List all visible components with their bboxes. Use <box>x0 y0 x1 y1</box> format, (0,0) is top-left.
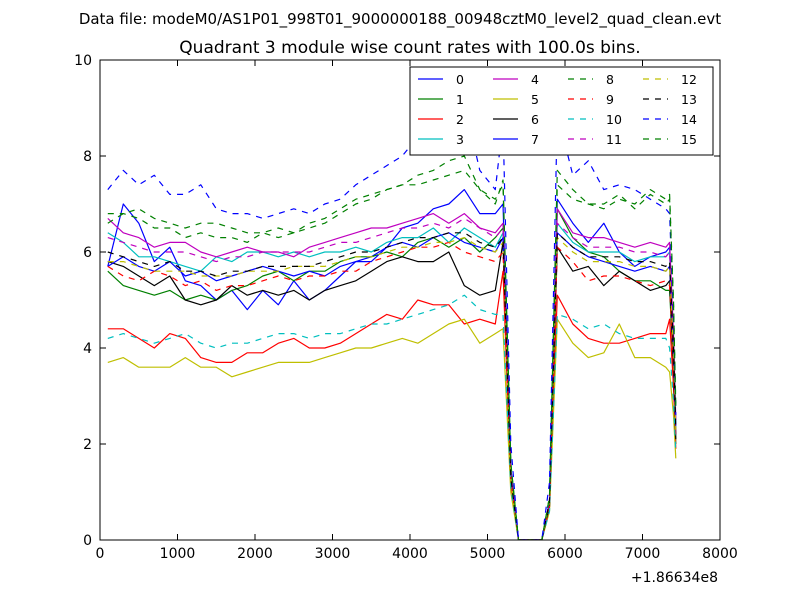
legend-label-2: 2 <box>456 112 464 127</box>
legend-label-7: 7 <box>531 132 539 147</box>
x-tick-label: 4000 <box>392 546 428 562</box>
x-tick-label: 6000 <box>547 546 583 562</box>
legend-label-11: 11 <box>606 132 622 147</box>
x-tick-label: 7000 <box>625 546 661 562</box>
legend-label-13: 13 <box>681 92 697 107</box>
legend-label-14: 14 <box>681 112 697 127</box>
legend-label-12: 12 <box>681 72 697 87</box>
y-tick-label: 2 <box>83 437 92 453</box>
series-line-15 <box>107 155 677 540</box>
legend-label-5: 5 <box>531 92 539 107</box>
legend-box <box>409 66 714 156</box>
legend-label-15: 15 <box>681 132 697 147</box>
x-tick-label: 0 <box>96 546 105 562</box>
legend-label-3: 3 <box>456 132 464 147</box>
y-tick-label: 4 <box>83 341 92 357</box>
legend-label-10: 10 <box>606 112 622 127</box>
chart-title: Quadrant 3 module wise count rates with … <box>179 38 640 58</box>
series-line-12 <box>107 237 677 540</box>
series-line-9 <box>107 241 677 540</box>
y-tick-label: 0 <box>83 533 92 549</box>
x-tick-label: 5000 <box>470 546 506 562</box>
legend-label-4: 4 <box>531 72 539 87</box>
legend-label-0: 0 <box>456 72 464 87</box>
series-line-8 <box>107 169 677 540</box>
series-line-2 <box>107 270 677 540</box>
x-tick-label: 8000 <box>702 546 738 562</box>
series-line-5 <box>107 318 677 540</box>
series-line-7 <box>107 232 677 540</box>
x-tick-label: 2000 <box>237 546 273 562</box>
series-line-6 <box>107 241 677 540</box>
legend-label-8: 8 <box>606 72 614 87</box>
y-tick-label: 8 <box>83 149 92 165</box>
plot-frame <box>99 59 721 541</box>
x-tick-label: 1000 <box>160 546 196 562</box>
legend-label-9: 9 <box>606 92 614 107</box>
x-tick-label: 3000 <box>315 546 351 562</box>
y-tick-label: 10 <box>74 53 92 69</box>
legend-label-1: 1 <box>456 92 464 107</box>
legend-label-6: 6 <box>531 112 539 127</box>
y-tick-label: 6 <box>83 245 92 261</box>
suptitle: Data file: modeM0/AS1P01_998T01_90000001… <box>79 10 721 29</box>
x-offset-label: +1.86634e8 <box>631 570 718 586</box>
series-line-4 <box>107 208 677 540</box>
